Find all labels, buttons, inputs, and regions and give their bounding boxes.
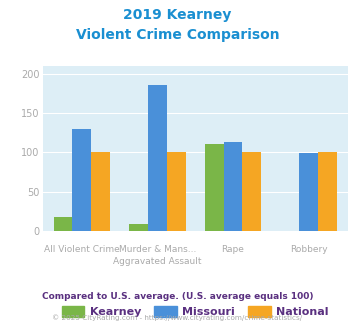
Text: Rape: Rape [222,245,245,254]
Legend: Kearney, Missouri, National: Kearney, Missouri, National [62,306,329,317]
Bar [318,152,337,231]
Bar [148,85,167,231]
Bar [54,217,72,231]
Text: All Violent Crime: All Violent Crime [44,245,120,254]
Bar [91,152,110,231]
Text: Aggravated Assault: Aggravated Assault [113,257,202,266]
Text: © 2025 CityRating.com - https://www.cityrating.com/crime-statistics/: © 2025 CityRating.com - https://www.city… [53,314,302,321]
Bar [205,144,224,231]
Bar [167,152,186,231]
Text: Compared to U.S. average. (U.S. average equals 100): Compared to U.S. average. (U.S. average … [42,292,313,301]
Text: Murder & Mans...: Murder & Mans... [119,245,196,254]
Bar [224,142,242,231]
Bar [242,152,261,231]
Text: Robbery: Robbery [290,245,327,254]
Bar [299,153,318,231]
Bar [72,129,91,231]
Text: Violent Crime Comparison: Violent Crime Comparison [76,28,279,42]
Bar [129,224,148,231]
Text: 2019 Kearney: 2019 Kearney [123,8,232,22]
